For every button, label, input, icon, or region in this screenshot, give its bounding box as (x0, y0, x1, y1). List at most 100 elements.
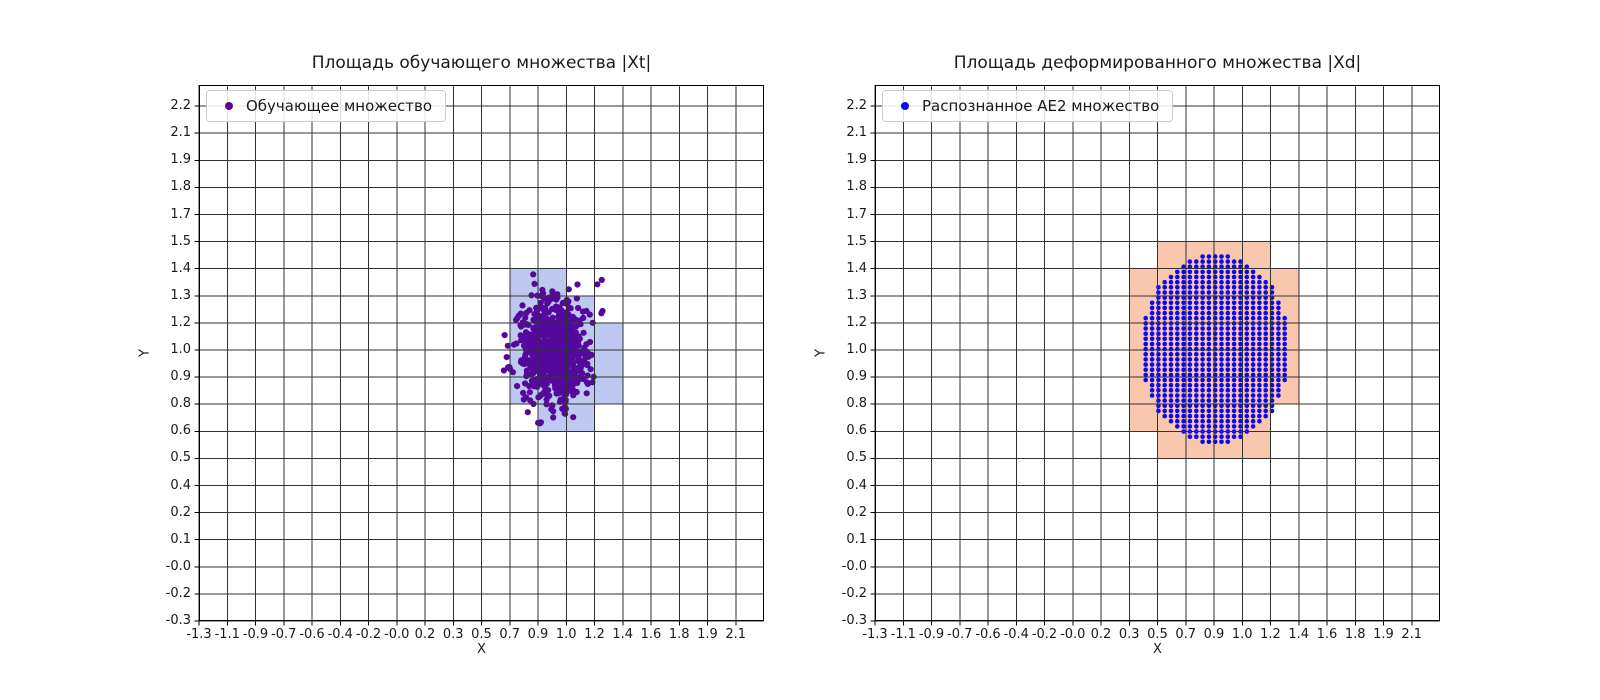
x-tick-label: -1.1 (890, 627, 916, 642)
y-tick-label: 2.2 (846, 98, 867, 114)
x-tick-label: -0.9 (242, 627, 269, 642)
y-tick-label: 0.9 (170, 369, 191, 385)
x-tick-label: 1.2 (584, 627, 605, 642)
legend: Распознанное AE2 множество (882, 90, 1174, 122)
y-tick-label: 0.4 (846, 477, 867, 493)
y-tick-label: 1.8 (846, 179, 867, 195)
x-tick-label: -0.6 (975, 627, 1001, 642)
plot-title: Площадь деформированного множества |Xd| (953, 53, 1362, 73)
y-tick-label: 1.5 (846, 233, 867, 249)
x-tick-label: 0.2 (1090, 627, 1112, 642)
legend-label: Распознанное AE2 множество (922, 97, 1160, 115)
x-tick-label: 1.4 (612, 627, 634, 642)
y-tick-label: 1.4 (846, 260, 867, 276)
plot-canvas (870, 85, 1440, 626)
grid-layer (874, 85, 1440, 622)
legend-marker-dot (225, 102, 233, 110)
x-tick-label: -0.0 (1060, 627, 1086, 642)
x-tick-label: 1.6 (640, 627, 662, 642)
axes-spine (199, 85, 764, 621)
x-tick-label: 0.3 (1118, 627, 1140, 642)
x-tick-label: -0.2 (1031, 627, 1058, 642)
y-tick-label: 1.2 (846, 314, 867, 330)
y-tick-label: 0.9 (846, 369, 867, 385)
y-tick-label: 0.6 (170, 423, 191, 439)
x-axis-label: X (1153, 642, 1162, 657)
y-tick-label: 0.5 (170, 450, 191, 466)
x-tick-label: 1.8 (1344, 627, 1366, 642)
y-tick-label: -0.3 (165, 613, 191, 628)
y-tick-label: 0.8 (846, 396, 867, 412)
y-tick-label: 0.1 (846, 531, 867, 547)
y-tick-label: 0.8 (170, 396, 191, 412)
y-tick-label: 1.9 (170, 152, 191, 168)
y-tick-label: 1.5 (170, 233, 191, 249)
x-tick-label: -0.7 (271, 627, 297, 642)
x-tick-label: -0.0 (384, 627, 410, 642)
y-tick-label: 2.1 (170, 125, 191, 141)
y-tick-label: 1.3 (846, 287, 867, 303)
y-tick-label: -0.2 (165, 585, 191, 601)
x-tick-label: 0.5 (1147, 627, 1168, 642)
y-tick-label: 2.2 (170, 98, 191, 114)
tick-marks (194, 105, 737, 626)
plot-title: Площадь обучающего множества |Xt| (311, 53, 652, 73)
x-tick-label: -0.4 (1003, 627, 1029, 642)
x-tick-label: 1.6 (1316, 627, 1338, 642)
x-tick-label: 1.0 (1231, 627, 1253, 642)
x-tick-label: 1.4 (1288, 627, 1310, 642)
y-tick-label: 2.1 (846, 125, 867, 141)
y-tick-label: -0.0 (841, 558, 867, 574)
x-axis-label: X (477, 642, 486, 657)
y-tick-label: 1.0 (846, 342, 867, 357)
legend-label: Обучающее множество (246, 97, 433, 115)
scatter-layer (1143, 254, 1287, 445)
grid-layer (198, 85, 764, 622)
y-tick-label: 0.1 (170, 531, 191, 547)
x-tick-label: 0.3 (442, 627, 464, 642)
x-tick-label: -1.3 (186, 627, 212, 642)
x-tick-label: -1.1 (214, 627, 240, 642)
x-tick-label: 0.7 (1175, 627, 1197, 642)
x-tick-label: 1.2 (1260, 627, 1281, 642)
y-tick-label: 1.7 (170, 206, 191, 222)
x-tick-label: 1.9 (1373, 627, 1394, 642)
x-tick-label: -0.4 (327, 627, 353, 642)
y-tick-label: 1.0 (170, 342, 191, 357)
y-tick-label: 1.7 (846, 206, 867, 222)
y-tick-label: 0.4 (170, 477, 191, 493)
tick-marks (870, 105, 1413, 626)
x-tick-label: -0.7 (947, 627, 973, 642)
y-tick-label: 1.9 (846, 152, 867, 168)
y-tick-label: -0.3 (841, 613, 867, 628)
scatter-layer (500, 271, 606, 427)
legend-marker-dot (901, 102, 909, 110)
x-tick-label: 1.8 (668, 627, 690, 642)
x-tick-label: 0.2 (414, 627, 436, 642)
legend: Обучающее множество (206, 90, 447, 122)
x-tick-label: -1.3 (862, 627, 888, 642)
x-tick-label: 0.5 (471, 627, 492, 642)
y-tick-label: 0.5 (846, 450, 867, 466)
y-tick-label: -0.2 (841, 585, 867, 601)
y-tick-label: 1.3 (170, 287, 191, 303)
x-tick-label: -0.2 (355, 627, 382, 642)
x-tick-label: 1.9 (697, 627, 718, 642)
plot-left: Площадь обучающего множества |Xt| Y X Об… (138, 53, 764, 657)
y-tick-label: 1.8 (170, 179, 191, 195)
y-tick-label: 0.2 (846, 504, 867, 520)
plot-right: Площадь деформированного множества |Xd| … (814, 53, 1440, 657)
plot-canvas (194, 85, 764, 626)
y-tick-label: 1.2 (170, 314, 191, 330)
x-tick-label: 1.0 (555, 627, 577, 642)
axes-spine (875, 85, 1440, 621)
y-tick-label: 1.4 (170, 260, 191, 276)
y-tick-label: -0.0 (165, 558, 191, 574)
x-tick-label: -0.6 (299, 627, 325, 642)
x-tick-label: 2.1 (1401, 627, 1423, 642)
y-tick-label: 0.2 (170, 504, 191, 520)
y-tick-label: 0.6 (846, 423, 867, 439)
x-tick-label: 0.9 (1203, 627, 1225, 642)
x-tick-label: 2.1 (725, 627, 747, 642)
